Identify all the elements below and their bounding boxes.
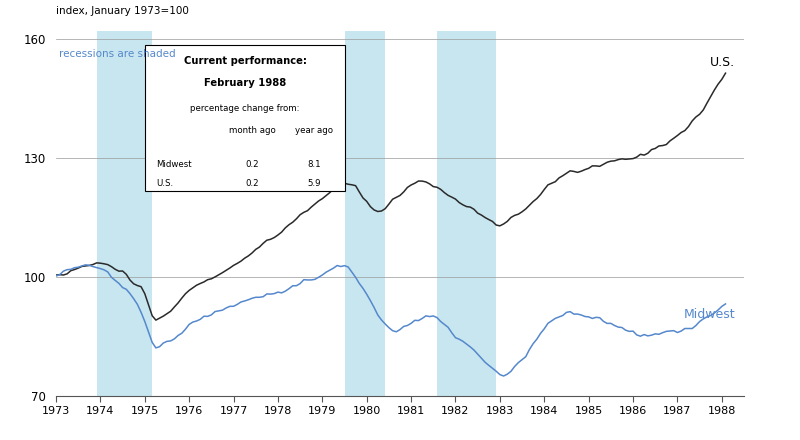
Text: Current performance:: Current performance: <box>184 56 306 66</box>
Text: 5.9: 5.9 <box>307 179 321 188</box>
Text: month ago: month ago <box>229 126 275 135</box>
Text: Midwest: Midwest <box>683 308 735 321</box>
Text: U.S.: U.S. <box>710 56 735 69</box>
Text: recessions are shaded: recessions are shaded <box>59 49 176 59</box>
Text: year ago: year ago <box>295 126 333 135</box>
Text: February 1988: February 1988 <box>204 78 286 88</box>
Bar <box>437 31 496 396</box>
Text: 0.2: 0.2 <box>246 179 259 188</box>
Text: Midwest: Midwest <box>156 161 191 169</box>
Text: index, January 1973=100: index, January 1973=100 <box>56 6 189 16</box>
Bar <box>345 31 386 396</box>
Text: U.S.: U.S. <box>156 179 173 188</box>
FancyBboxPatch shape <box>146 45 345 191</box>
Text: percentage change from:: percentage change from: <box>190 104 300 113</box>
Text: 8.1: 8.1 <box>307 161 321 169</box>
Text: 0.2: 0.2 <box>246 161 259 169</box>
Bar <box>97 31 152 396</box>
